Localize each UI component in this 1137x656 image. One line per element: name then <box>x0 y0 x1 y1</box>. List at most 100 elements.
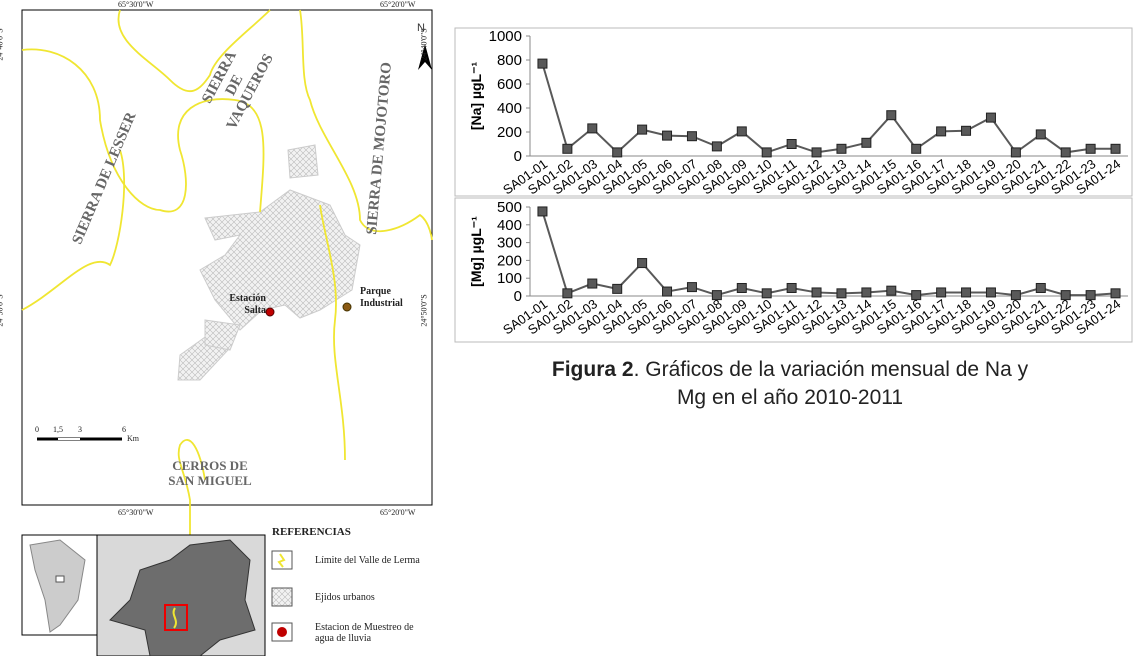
legend-item: Ejidos urbanos <box>315 592 375 603</box>
inset-locator <box>55 575 65 583</box>
north-arrow <box>418 44 432 70</box>
scale-label: 0 <box>35 425 39 434</box>
scale-bar-segment <box>58 438 80 440</box>
coord-label: 24°50'0"S <box>419 294 429 327</box>
data-marker <box>662 286 673 297</box>
caption-text: . Gráficos de la variación mensual de Na… <box>633 358 1029 409</box>
station-marker <box>342 302 352 312</box>
station-label: Parque Industrial <box>360 286 403 309</box>
chart-frame <box>454 197 1133 343</box>
data-marker <box>537 58 548 69</box>
data-marker <box>1035 129 1046 140</box>
data-marker <box>886 110 897 121</box>
data-marker <box>711 141 722 152</box>
data-marker <box>1060 147 1071 158</box>
data-marker <box>1110 143 1121 154</box>
data-marker <box>637 258 648 269</box>
data-marker <box>961 287 972 298</box>
north-label: N <box>417 22 425 34</box>
data-marker <box>936 287 947 298</box>
coord-label: 24°40'0"S <box>0 28 5 61</box>
data-marker <box>736 126 747 137</box>
data-marker <box>686 282 697 293</box>
data-marker <box>562 143 573 154</box>
data-marker <box>961 125 972 136</box>
valley-boundary <box>21 9 433 610</box>
caption-label: Figura 2 <box>551 358 634 381</box>
data-marker <box>587 123 598 134</box>
y-tick-label: 600 <box>497 76 522 93</box>
charts: [Na] µgL⁻¹02004006008001000SA01-01SA01-0… <box>454 27 1133 343</box>
urban-area <box>177 144 361 381</box>
data-marker <box>686 131 697 142</box>
data-marker <box>587 278 598 289</box>
y-tick-label: 400 <box>497 217 522 234</box>
y-tick-label: 0 <box>514 288 522 305</box>
data-marker <box>1060 290 1071 301</box>
data-marker <box>736 282 747 293</box>
map <box>21 9 433 656</box>
inset-province <box>109 539 256 656</box>
data-marker <box>985 287 996 298</box>
legend-symbol <box>271 587 293 607</box>
data-marker <box>811 147 822 158</box>
data-marker <box>1035 282 1046 293</box>
data-marker <box>1085 143 1096 154</box>
data-marker <box>786 282 797 293</box>
y-tick-label: 1000 <box>489 28 522 45</box>
data-marker <box>936 126 947 137</box>
data-marker <box>1010 290 1021 301</box>
legend-symbol <box>277 553 286 568</box>
data-marker <box>537 206 548 217</box>
caption: Figura 2. Gráficos de la variación mensu… <box>545 356 1035 412</box>
range-label: CERROS DE SAN MIGUEL <box>168 458 252 488</box>
scale-label: 6 <box>122 425 126 434</box>
data-marker <box>662 130 673 141</box>
coord-label: 65°30'0"W <box>118 0 154 9</box>
data-marker <box>1110 288 1121 299</box>
coord-label: 65°20'0"W <box>380 0 416 9</box>
data-marker <box>1085 290 1096 301</box>
inset-locator <box>164 604 188 631</box>
legend-symbol <box>277 627 287 637</box>
data-marker <box>1010 147 1021 158</box>
coord-label: 65°20'0"W <box>380 508 416 517</box>
data-marker <box>861 287 872 298</box>
scale-label: Km <box>127 434 139 443</box>
y-tick-label: 200 <box>497 124 522 141</box>
legend-item: Estacion de Muestreo de agua de lluvia <box>315 622 414 644</box>
data-marker <box>711 290 722 301</box>
y-tick-label: 500 <box>497 199 522 216</box>
chart-frame <box>454 27 1133 197</box>
station-label: Estación Salta <box>229 293 266 316</box>
y-tick-label: 300 <box>497 235 522 252</box>
data-marker <box>911 143 922 154</box>
inset-continent <box>29 539 86 633</box>
y-tick-label: 400 <box>497 100 522 117</box>
legend-title: REFERENCIAS <box>272 526 351 538</box>
y-tick-label: 200 <box>497 252 522 269</box>
data-marker <box>612 147 623 158</box>
station-marker <box>265 307 275 317</box>
data-marker <box>637 124 648 135</box>
data-marker <box>811 287 822 298</box>
y-tick-label: 100 <box>497 270 522 287</box>
coord-label: 65°30'0"W <box>118 508 154 517</box>
legend-item: Límite del Valle de Lerma <box>315 555 420 566</box>
data-marker <box>786 139 797 149</box>
y-axis-label: [Na] µgL⁻¹ <box>468 62 484 131</box>
data-marker <box>861 137 872 148</box>
data-marker <box>761 288 772 299</box>
data-marker <box>985 112 996 123</box>
scale-label: 3 <box>78 425 82 434</box>
data-marker <box>886 285 897 296</box>
y-tick-label: 0 <box>514 148 522 165</box>
inset-valley <box>172 607 177 629</box>
data-marker <box>562 288 573 299</box>
scale-label: 1,5 <box>53 425 63 434</box>
data-marker <box>836 143 847 154</box>
data-marker <box>836 288 847 299</box>
data-marker <box>911 290 922 301</box>
y-axis-label: [Mg] µgL⁻¹ <box>468 216 484 287</box>
